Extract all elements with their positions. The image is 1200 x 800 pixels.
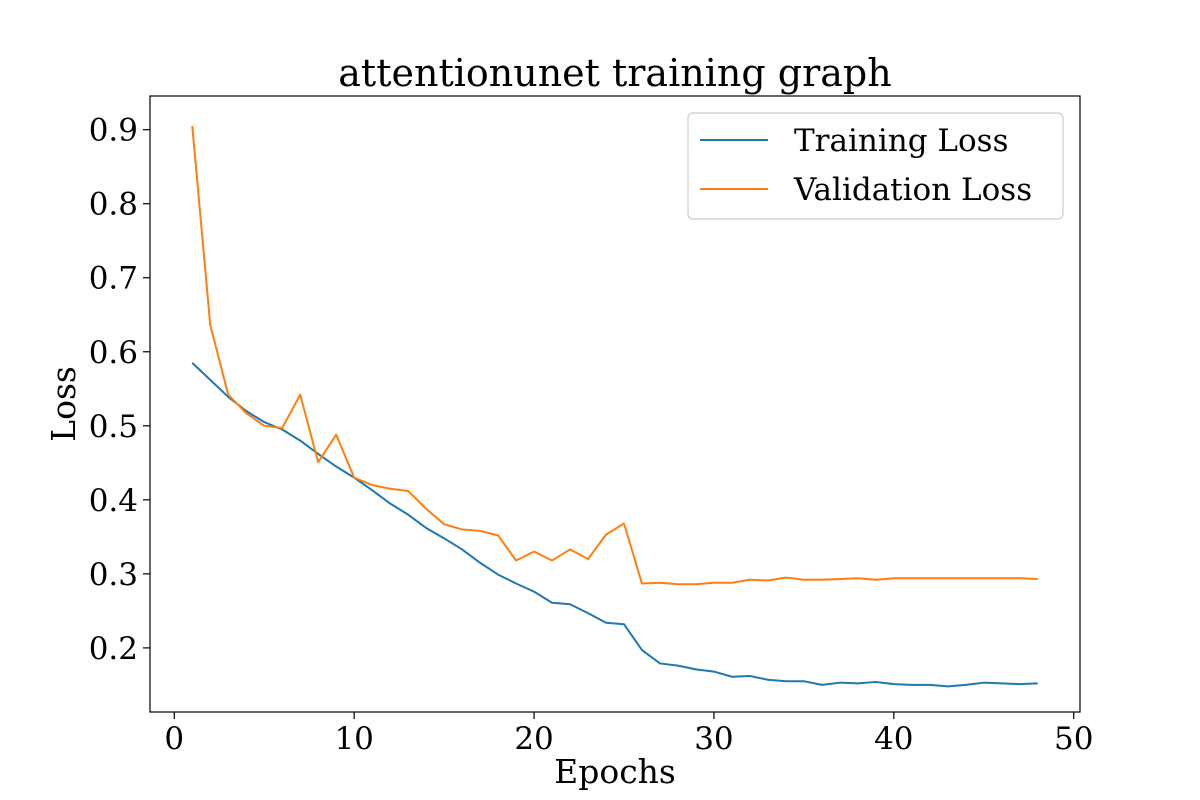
y-tick-label: 0.3 [89, 557, 138, 593]
y-tick-label: 0.4 [89, 483, 138, 519]
x-tick-label: 40 [874, 721, 913, 757]
x-tick-label: 10 [334, 721, 373, 757]
y-tick-label: 0.5 [89, 409, 138, 445]
series-line-0 [191, 362, 1038, 688]
y-tick-label: 0.6 [89, 335, 138, 371]
y-tick-label: 0.7 [89, 261, 138, 297]
y-tick-label: 0.2 [89, 631, 138, 667]
legend-label-0: Training Loss [794, 123, 1009, 159]
series-layer [191, 125, 1038, 688]
chart-title: attentionunet training graph [338, 51, 891, 95]
legend-label-1: Validation Loss [793, 172, 1032, 208]
y-tick-label: 0.9 [89, 113, 138, 149]
x-tick-label: 0 [164, 721, 184, 757]
series-line-1 [191, 125, 1038, 586]
y-tick-label: 0.8 [89, 187, 138, 223]
legend: Training Loss Validation Loss [687, 112, 1064, 220]
x-axis-label: Epochs [554, 752, 676, 791]
x-tick-label: 30 [694, 721, 733, 757]
y-axis-label: Loss [44, 366, 83, 442]
x-tick-label: 50 [1054, 721, 1093, 757]
plot-frame [149, 95, 1081, 713]
ticks-layer: 0 10 20 30 40 50 0.2 0.3 0.4 0.5 0.6 0.7 0.8 0.9 [89, 113, 1094, 757]
legend-box [687, 112, 1064, 220]
x-tick-label: 20 [514, 721, 553, 757]
